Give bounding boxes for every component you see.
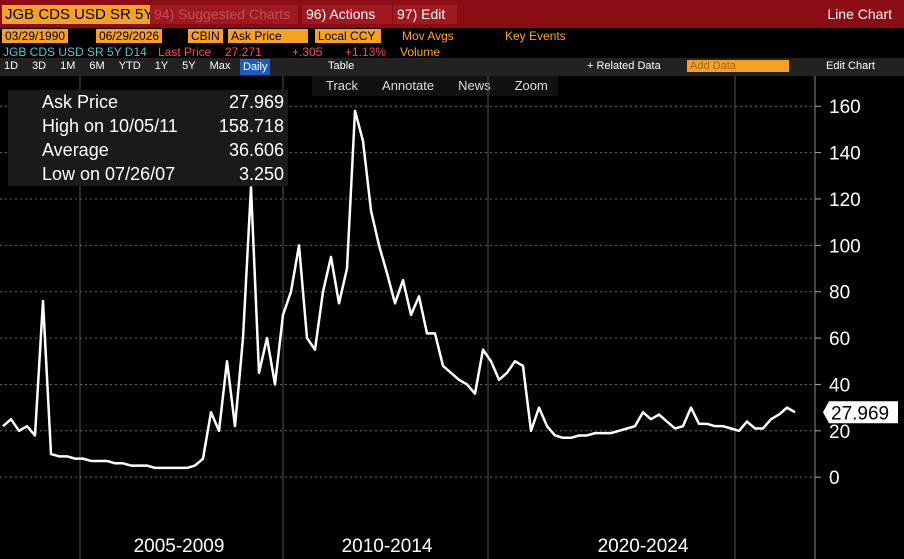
legend-label: Ask Price [42, 92, 119, 112]
y-tick-label: 160 [829, 97, 861, 118]
y-tick-label: 120 [829, 190, 861, 211]
field[interactable]: Ask Price [228, 29, 308, 43]
x-tick-label: 2005-2009 [134, 536, 225, 557]
period-button[interactable]: 1Y [154, 60, 169, 72]
legend-row: Low on 07/26/07 3.250 [8, 162, 288, 186]
add-data[interactable]: Add Data [687, 60, 789, 72]
period-button[interactable]: YTD [118, 60, 141, 72]
change: +.305 [292, 45, 323, 59]
edit[interactable]: 97) Edit [393, 5, 457, 24]
y-tick-label: 60 [829, 329, 850, 350]
tool-button[interactable]: Track [326, 78, 359, 93]
y-tick-label: 80 [829, 283, 850, 304]
legend-label: Average [42, 140, 109, 160]
period-button[interactable]: 3D [32, 60, 47, 72]
legend-value: 36.606 [228, 140, 284, 160]
legend: Ask Price 27.969 High on 10/05/11 158.718 Av… [8, 90, 288, 186]
period-button[interactable]: 6M [89, 60, 105, 72]
start-date[interactable]: 03/29/1990 [2, 29, 69, 43]
source[interactable]: CBIN [188, 29, 223, 43]
last-value-label: 27.969 [831, 403, 889, 424]
legend-row: Ask Price 27.969 [8, 90, 288, 114]
ticker[interactable]: JGB CDS USD SR 5Y [2, 5, 157, 24]
mov-avgs[interactable]: Mov Avgs [402, 29, 454, 43]
legend-label: High on 10/05/11 [42, 116, 178, 136]
periods: 1D 3D 1M 6M YTD 1Y 5Y Max [4, 60, 244, 72]
price-line [2, 109, 796, 470]
last-value-box [823, 401, 898, 424]
y-tick-label: 0 [829, 468, 840, 489]
currency[interactable]: Local CCY [315, 29, 381, 43]
actions[interactable]: 96) Actions [302, 5, 392, 24]
table-button[interactable]: Table [328, 60, 355, 72]
tool-button[interactable]: Annotate [382, 78, 435, 93]
related-data[interactable]: + Related Data [587, 60, 661, 72]
legend-row: High on 10/05/11 158.718 [8, 114, 288, 138]
suggested-charts[interactable]: 94) Suggested Charts [150, 5, 298, 24]
frequency[interactable]: Daily [240, 59, 271, 75]
key-events[interactable]: Key Events [505, 29, 566, 43]
last-price-label: Last Price [158, 45, 212, 59]
end-date[interactable]: 06/29/2026 [96, 29, 163, 43]
y-tick-label: 140 [829, 144, 861, 165]
last-price: 27.271 [225, 45, 262, 59]
x-tick-label: 2010-2014 [342, 536, 433, 557]
period-button[interactable]: Max [209, 60, 231, 72]
edit-chart[interactable]: Edit Chart [826, 60, 875, 72]
security-name: JGB CDS USD SR 5Y D14 [3, 45, 147, 59]
legend-value: 158.718 [218, 116, 284, 136]
tools: Track Annotate News Zoom [312, 76, 558, 96]
legend-value: 27.969 [228, 92, 284, 112]
period-button[interactable]: 5Y [182, 60, 196, 72]
legend-row: Average 36.606 [8, 138, 288, 162]
change-pct: +1.13% [345, 45, 387, 59]
period-bar [0, 58, 904, 76]
y-tick-label: 100 [829, 236, 861, 257]
legend-value: 3.250 [238, 164, 284, 184]
period-button[interactable]: 1D [4, 60, 19, 72]
mode: Line Chart [827, 6, 892, 22]
y-tick-label: 40 [829, 375, 850, 396]
y-tick-label: 20 [829, 422, 850, 443]
period-button[interactable]: 1M [60, 60, 76, 72]
tool-button[interactable]: Zoom [514, 78, 548, 93]
legend-label: Low on 07/26/07 [42, 164, 176, 184]
volume: Volume [400, 45, 441, 59]
tool-button[interactable]: News [458, 78, 491, 93]
x-tick-label: 2020-2024 [598, 536, 689, 557]
